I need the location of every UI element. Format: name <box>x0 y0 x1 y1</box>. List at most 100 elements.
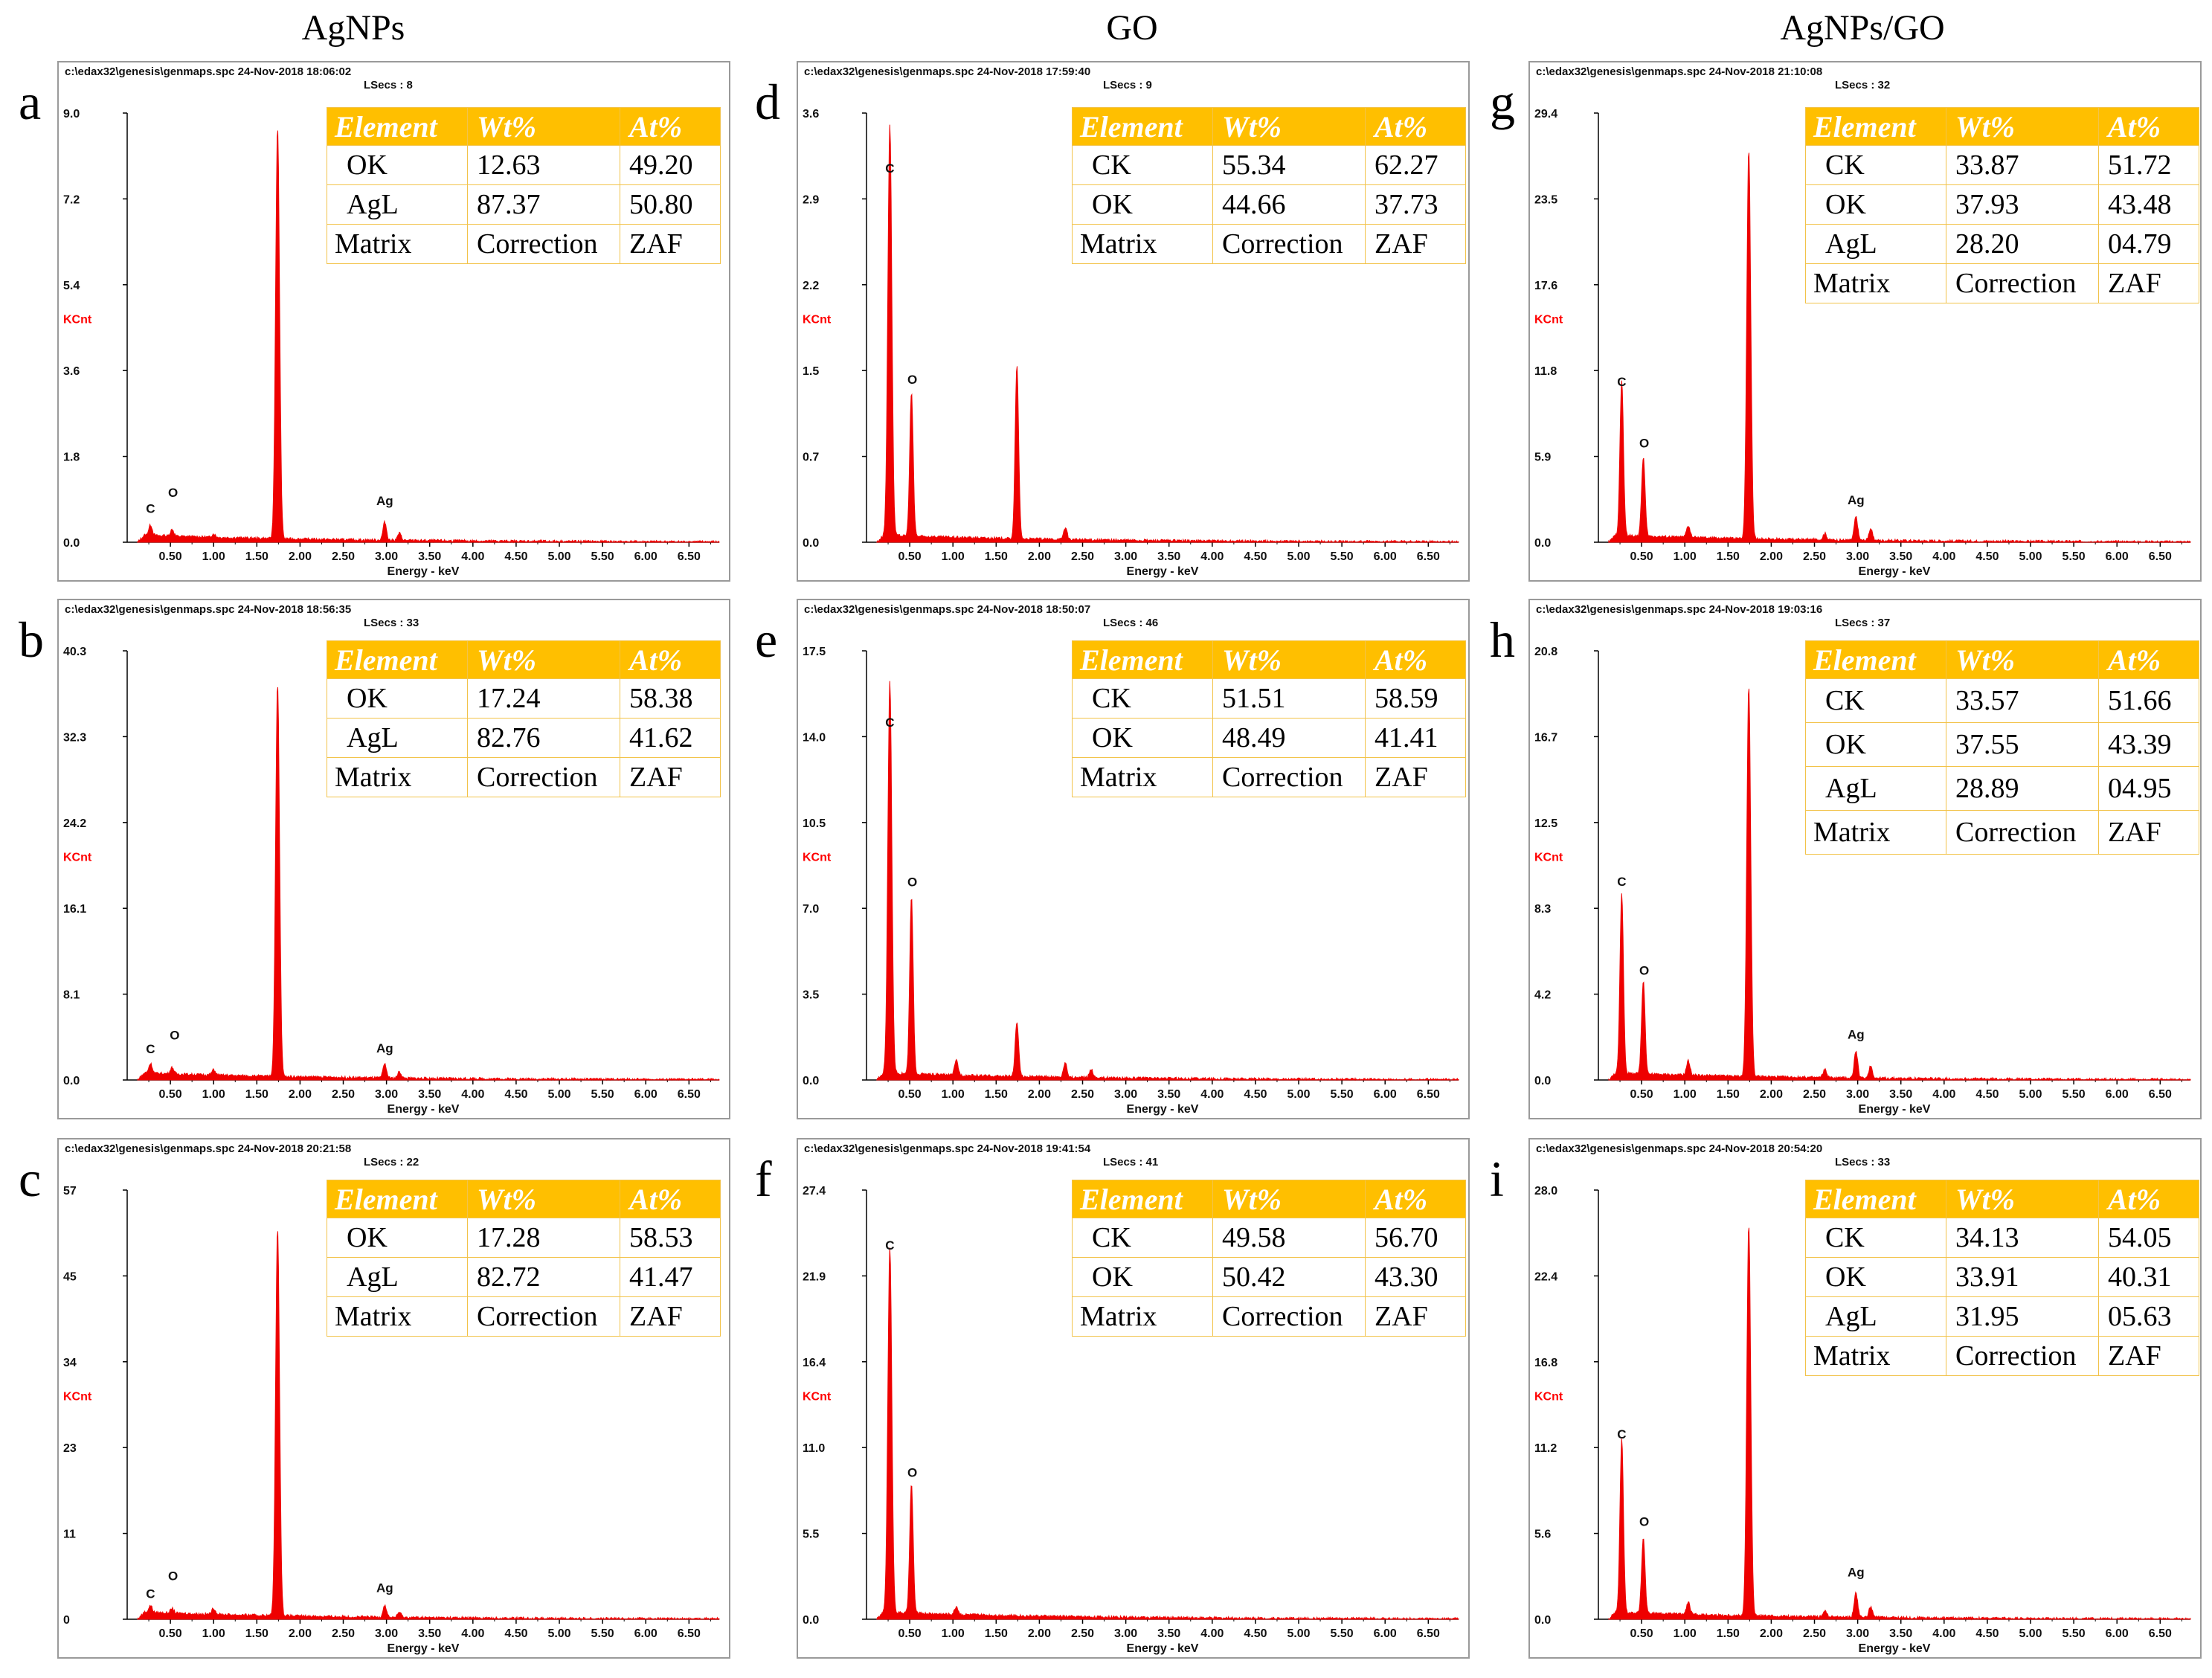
y-tick-label: 1.5 <box>803 365 819 378</box>
x-tick-label: 1.00 <box>942 1088 965 1101</box>
table-cell: OK <box>1072 718 1213 758</box>
table-row: OK 50.42 43.30 <box>1072 1257 1466 1297</box>
peak-label: C <box>1617 875 1626 889</box>
table-header-row: Element Wt% At% <box>327 1180 721 1218</box>
peak-label: O <box>907 373 917 387</box>
table-row: OK 48.49 41.41 <box>1072 718 1466 758</box>
y-tick-label: 8.3 <box>1534 903 1551 916</box>
table-cell: 04.79 <box>2098 224 2199 264</box>
table-row: CK 51.51 58.59 <box>1072 678 1466 719</box>
x-tick-label: 1.50 <box>985 550 1008 563</box>
table-header-cell: Wt% <box>1946 107 2099 146</box>
table-header-cell: At% <box>2098 1180 2199 1218</box>
y-tick-label: 17.6 <box>1534 280 1557 292</box>
peak-label: O <box>907 875 917 890</box>
table-row: AgL 31.95 05.63 <box>1805 1296 2199 1337</box>
peak-label: Ag <box>1848 1028 1865 1042</box>
table-cell: OK <box>1072 184 1213 225</box>
element-composition-table: Element Wt% At% CK 51.51 58.59 OK 48.49 41.41 Mat… <box>1072 640 1466 797</box>
y-axis-label: KCnt <box>1534 852 1563 864</box>
x-tick-label: 1.00 <box>202 1088 225 1101</box>
table-header-cell: Element <box>327 107 468 146</box>
x-axis-label: Energy - keV <box>388 565 460 578</box>
table-header-cell: Wt% <box>1212 1180 1366 1218</box>
spectrum-chart: 0 11 23 34 45 57 KCnt 0.50 1.00 1.50 2.00 2.50 3.00 3… <box>63 1185 720 1655</box>
x-tick-label: 5.50 <box>1331 1627 1354 1640</box>
table-header-row: Element Wt% At% <box>1805 107 2199 146</box>
y-tick-label: 2.2 <box>803 280 819 292</box>
x-tick-label: 2.00 <box>1760 1088 1783 1101</box>
peak-label: C <box>885 1238 894 1253</box>
x-tick-label: 3.00 <box>375 550 398 563</box>
peak-label: C <box>1617 1427 1626 1441</box>
table-cell: 82.72 <box>467 1257 620 1297</box>
y-tick-label: 0.0 <box>63 1075 80 1087</box>
x-tick-label: 3.50 <box>1889 1088 1912 1101</box>
table-cell: 05.63 <box>2098 1296 2199 1337</box>
y-tick-label: 7.2 <box>63 193 80 206</box>
element-composition-table: Element Wt% At% CK 34.13 54.05 OK 33.91 40.31 AgL… <box>1805 1180 2199 1376</box>
x-tick-label: 1.00 <box>1674 550 1697 563</box>
peak-label: Ag <box>376 1041 393 1055</box>
y-tick-label: 23.5 <box>1534 193 1557 206</box>
table-cell: OK <box>1072 1257 1213 1297</box>
y-tick-label: 5.5 <box>803 1528 819 1541</box>
table-row: AgL 82.72 41.47 <box>327 1257 721 1297</box>
live-seconds-label: LSecs : 37 <box>1835 617 1891 629</box>
spectrum-file-header: c:\edax32\genesis\genmaps.spc 24-Nov-201… <box>1536 1142 1823 1155</box>
table-cell: Matrix <box>1072 224 1213 264</box>
panel-letter: f <box>755 1151 772 1207</box>
x-tick-label: 4.00 <box>1932 1088 1955 1101</box>
x-tick-label: 3.00 <box>1114 550 1137 563</box>
spectrum-panel-d: c:\edax32\genesis\genmaps.spc 24-Nov-201… <box>797 61 1470 582</box>
table-cell: Matrix <box>1805 810 1946 855</box>
table-cell: Correction <box>1212 1296 1366 1337</box>
spectrum-chart: 0.0 8.1 16.1 24.2 32.3 40.3 KCnt 0.50 1.00 1.50 2.… <box>63 646 720 1116</box>
table-row: Matrix Correction ZAF <box>1072 757 1466 797</box>
table-cell: OK <box>1805 184 1946 225</box>
y-axis-label: KCnt <box>1534 1391 1563 1404</box>
table-row: OK 33.91 40.31 <box>1805 1257 2199 1297</box>
table-cell: 41.62 <box>620 718 721 758</box>
table-row: CK 49.58 56.70 <box>1072 1218 1466 1258</box>
y-tick-label: 21.9 <box>803 1270 826 1283</box>
table-cell: Correction <box>1212 757 1366 797</box>
table-cell: 12.63 <box>467 145 620 185</box>
table-cell: 17.24 <box>467 678 620 719</box>
x-tick-label: 5.00 <box>2019 1088 2042 1101</box>
table-row: Matrix Correction ZAF <box>1072 224 1466 264</box>
peak-label: C <box>146 1587 155 1601</box>
table-cell: 37.93 <box>1946 184 2099 225</box>
x-tick-label: 3.00 <box>1846 1088 1869 1101</box>
x-tick-label: 5.50 <box>2063 1627 2086 1640</box>
y-tick-label: 16.1 <box>63 903 86 916</box>
table-cell: 49.20 <box>620 145 721 185</box>
spectrum-file-header: c:\edax32\genesis\genmaps.spc 24-Nov-201… <box>1536 65 1823 78</box>
table-cell: AgL <box>327 1257 468 1297</box>
panel-letter: c <box>19 1151 42 1207</box>
x-tick-label: 1.00 <box>202 1627 225 1640</box>
table-row: Matrix Correction ZAF <box>1072 1296 1466 1337</box>
y-axis-label: KCnt <box>63 1391 92 1404</box>
x-tick-label: 0.50 <box>898 550 922 563</box>
table-header-cell: Element <box>1072 1180 1213 1218</box>
live-seconds-label: LSecs : 8 <box>364 79 413 91</box>
spectrum-panel-h: c:\edax32\genesis\genmaps.spc 24-Nov-201… <box>1528 599 2202 1119</box>
table-cell: 43.30 <box>1365 1257 1466 1297</box>
table-cell: 51.66 <box>2098 678 2199 723</box>
x-tick-label: 5.50 <box>591 1627 614 1640</box>
y-tick-label: 12.5 <box>1534 817 1557 830</box>
y-tick-label: 22.4 <box>1534 1270 1557 1283</box>
table-header-cell: Wt% <box>1946 640 2099 679</box>
x-tick-label: 0.50 <box>898 1088 922 1101</box>
peak-label: C <box>885 716 894 730</box>
x-tick-label: 5.00 <box>2019 550 2042 563</box>
table-cell: Matrix <box>1072 757 1213 797</box>
x-tick-label: 6.00 <box>2106 550 2129 563</box>
peak-label: O <box>168 1569 178 1583</box>
x-tick-label: 2.00 <box>1028 1088 1051 1101</box>
live-seconds-label: LSecs : 33 <box>364 617 419 629</box>
element-composition-table: Element Wt% At% OK 12.63 49.20 AgL 87.37 50.80 Ma… <box>327 107 721 264</box>
x-tick-label: 3.50 <box>1157 550 1180 563</box>
x-tick-label: 1.50 <box>1717 1627 1740 1640</box>
